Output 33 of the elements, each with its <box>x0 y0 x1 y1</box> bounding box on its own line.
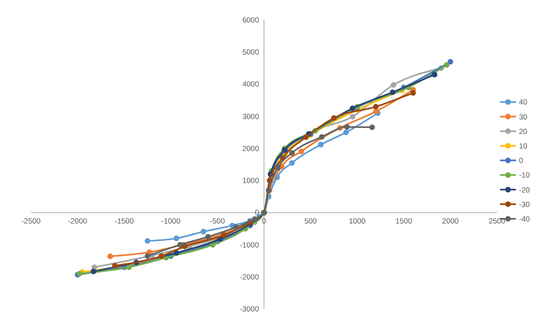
point <box>344 124 350 130</box>
point <box>158 253 164 259</box>
point <box>373 104 379 110</box>
point <box>298 148 304 154</box>
point <box>303 134 309 140</box>
point <box>177 242 183 248</box>
point <box>205 234 211 240</box>
point <box>144 253 150 259</box>
point <box>369 124 375 130</box>
point <box>200 228 206 234</box>
point <box>432 72 438 78</box>
point <box>318 134 325 140</box>
point <box>289 150 295 156</box>
point <box>126 264 132 270</box>
point <box>350 106 356 112</box>
point <box>90 268 96 274</box>
point <box>112 262 118 268</box>
point <box>331 115 337 121</box>
point <box>233 224 239 230</box>
point <box>448 58 454 65</box>
point <box>144 238 150 244</box>
point <box>350 114 356 120</box>
point <box>390 82 396 88</box>
point <box>410 90 416 96</box>
point <box>390 89 396 96</box>
point <box>275 164 281 171</box>
point <box>252 216 258 222</box>
point <box>343 130 349 136</box>
point <box>318 142 324 148</box>
point <box>107 254 114 260</box>
point <box>444 62 450 68</box>
point <box>174 236 180 242</box>
point <box>289 160 295 166</box>
